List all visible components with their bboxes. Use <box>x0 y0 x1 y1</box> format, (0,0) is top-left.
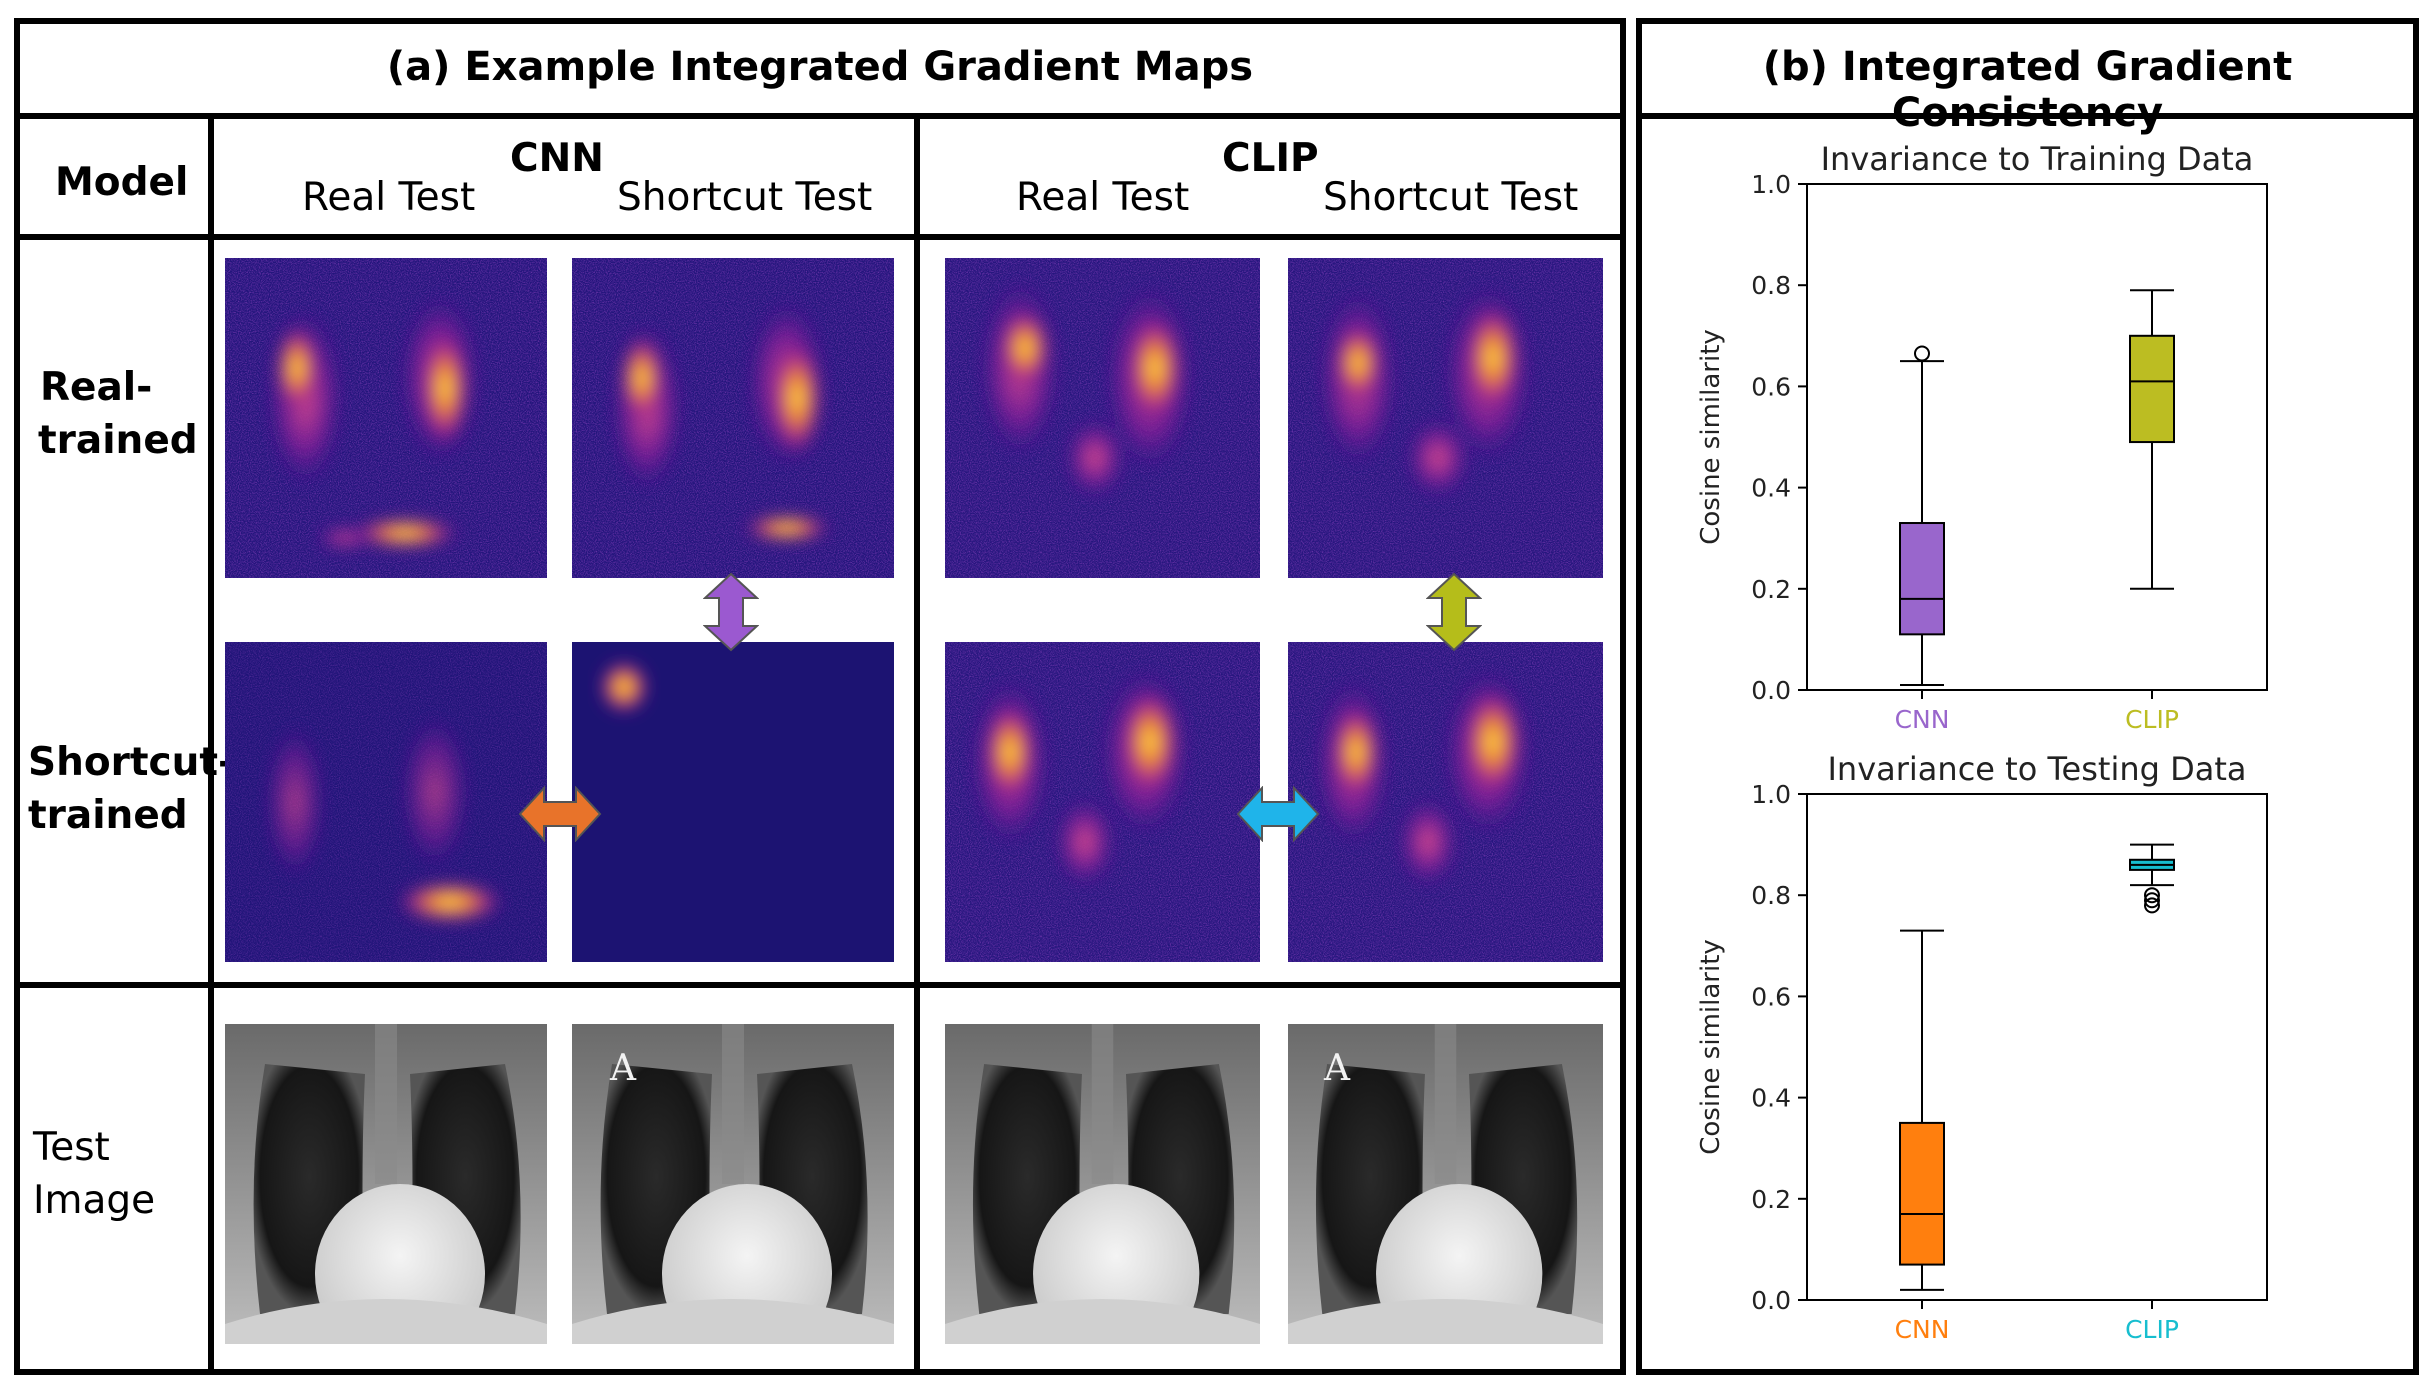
chart-title: Invariance to Training Data <box>1821 140 2254 178</box>
divider <box>208 113 214 1375</box>
row-real-trained-label-2: trained <box>38 418 198 463</box>
row-real-trained-label-1: Real- <box>40 365 153 410</box>
divider <box>1636 113 2419 119</box>
y-tick-label: 0.2 <box>1751 1185 1791 1214</box>
y-tick-label: 0.0 <box>1751 1286 1791 1315</box>
y-tick-label: 1.0 <box>1751 170 1791 199</box>
row-shortcut-trained-label-1: Shortcut- <box>28 740 235 785</box>
panel-b-frame <box>1636 18 2419 1375</box>
clip-shortcut-trained-real-test-map <box>945 642 1260 962</box>
y-tick-label: 0.0 <box>1751 676 1791 705</box>
clip-real-trained-real-test-map <box>945 258 1260 578</box>
cnn-real-trained-shortcut-test-map <box>572 258 894 578</box>
y-tick-label: 0.6 <box>1751 372 1791 401</box>
box-cnn <box>1899 1121 1945 1266</box>
plot-frame <box>1806 183 2268 691</box>
clip-real-test-label: Real Test <box>1016 175 1190 220</box>
clip-horizontal-double-arrow <box>1236 786 1320 842</box>
chart-title: Invariance to Testing Data <box>1827 750 2246 788</box>
shortcut-marker: A <box>610 1048 636 1089</box>
cnn-real-test-xray <box>225 1024 547 1344</box>
cnn-real-test-label: Real Test <box>302 175 476 220</box>
y-axis-label: Cosine similarity <box>1696 329 1726 545</box>
clip-real-trained-shortcut-test-map <box>1288 258 1603 578</box>
y-tick-label: 0.6 <box>1751 982 1791 1011</box>
y-tick-label: 1.0 <box>1751 780 1791 809</box>
outlier-point <box>2144 887 2160 904</box>
clip-vertical-double-arrow <box>1426 572 1482 652</box>
shortcut-marker: A <box>1324 1048 1350 1089</box>
cnn-shortcut-trained-shortcut-test-map <box>572 642 894 962</box>
x-tick-label: CNN <box>1895 705 1950 734</box>
divider <box>914 113 920 1375</box>
training-invariance-boxplot: Invariance to Training Data 0.0 0.2 0.4 0.6 0… <box>1696 140 2268 734</box>
testing-invariance-boxplot: Invariance to Testing Data 0.0 0.2 0.4 0.6 0.… <box>1696 750 2268 1344</box>
outlier-point <box>2144 897 2160 914</box>
divider <box>14 113 1626 119</box>
x-tick-label: CNN <box>1895 1315 1950 1344</box>
x-tick-label: CLIP <box>2125 705 2179 734</box>
cnn-shortcut-test-xray: A <box>572 1024 894 1344</box>
cnn-shortcut-trained-real-test-map <box>225 642 547 962</box>
model-header: Model <box>55 160 189 205</box>
y-tick-label: 0.4 <box>1751 474 1791 503</box>
cnn-real-trained-real-test-map <box>225 258 547 578</box>
box-clip <box>2129 334 2175 444</box>
row-shortcut-trained-label-2: trained <box>28 793 188 838</box>
cnn-shortcut-test-label: Shortcut Test <box>617 175 873 220</box>
row-test-image-label-2: Image <box>33 1178 156 1223</box>
cnn-header: CNN <box>510 136 604 181</box>
plot-frame <box>1806 793 2268 1301</box>
row-test-image-label-1: Test <box>33 1125 110 1170</box>
clip-shortcut-test-xray: A <box>1288 1024 1603 1344</box>
clip-real-test-xray <box>945 1024 1260 1344</box>
y-tick-label: 0.2 <box>1751 575 1791 604</box>
panel-b-title: (b) Integrated Gradient Consistency <box>1762 44 2293 136</box>
y-tick-label: 0.4 <box>1751 1084 1791 1113</box>
y-axis-label: Cosine similarity <box>1696 939 1726 1155</box>
outlier-point <box>1914 345 1930 362</box>
panel-a-frame <box>14 18 1626 1375</box>
cnn-horizontal-double-arrow <box>518 786 602 842</box>
box-cnn <box>1899 522 1945 636</box>
x-tick-label: CLIP <box>2125 1315 2179 1344</box>
y-tick-label: 0.8 <box>1751 881 1791 910</box>
divider <box>14 982 1626 988</box>
clip-shortcut-trained-shortcut-test-map <box>1288 642 1603 962</box>
clip-shortcut-test-label: Shortcut Test <box>1323 175 1579 220</box>
y-tick-label: 0.8 <box>1751 271 1791 300</box>
panel-a-title: (a) Example Integrated Gradient Maps <box>386 44 1254 90</box>
divider <box>14 234 1626 240</box>
clip-header: CLIP <box>1222 136 1319 181</box>
cnn-vertical-double-arrow <box>703 572 759 652</box>
outlier-point <box>2144 892 2160 909</box>
